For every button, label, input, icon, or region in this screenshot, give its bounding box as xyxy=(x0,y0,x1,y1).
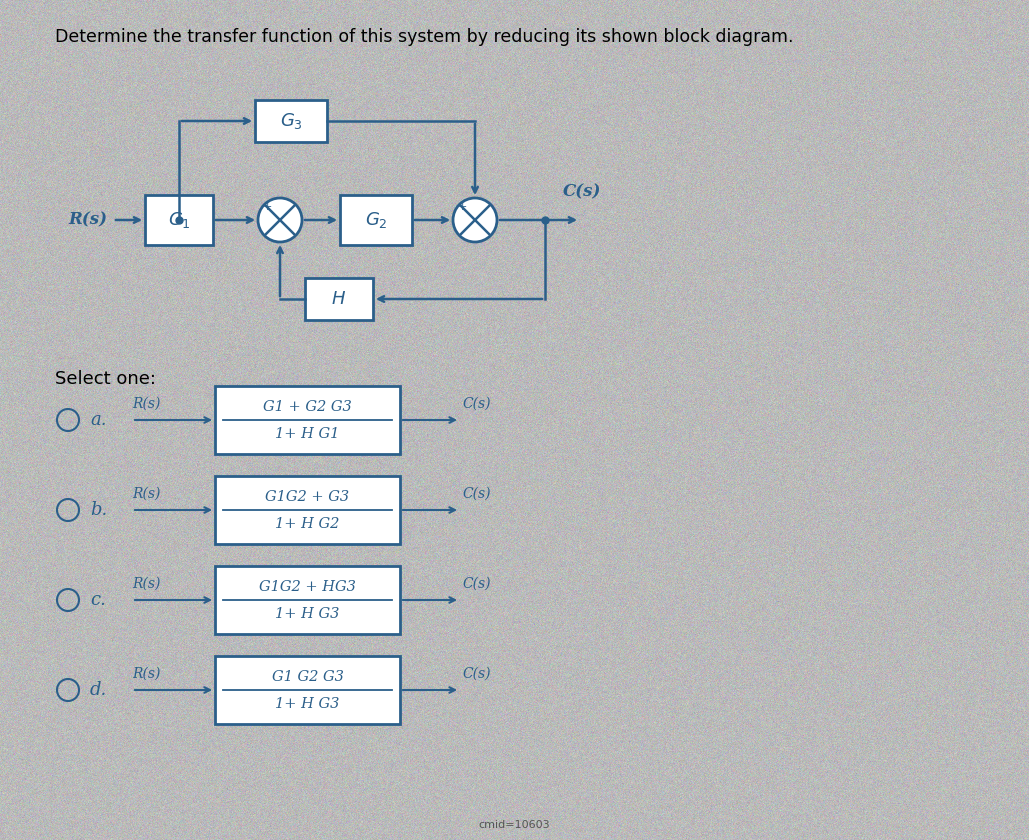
Text: 1+ H G3: 1+ H G3 xyxy=(276,697,340,711)
Text: Determine the transfer function of this system by reducing its shown block diagr: Determine the transfer function of this … xyxy=(55,28,793,46)
Text: Select one:: Select one: xyxy=(55,370,156,388)
Text: +: + xyxy=(458,202,467,212)
Text: 1+ H G1: 1+ H G1 xyxy=(276,427,340,441)
Bar xyxy=(215,656,400,724)
Text: $G_1$: $G_1$ xyxy=(168,210,190,230)
Text: d.: d. xyxy=(90,681,107,699)
Text: R(s): R(s) xyxy=(68,212,107,228)
Text: 1+ H G3: 1+ H G3 xyxy=(276,607,340,621)
Bar xyxy=(255,100,327,142)
Text: C(s): C(s) xyxy=(462,487,491,501)
Bar xyxy=(145,195,213,245)
Text: G1G2 + G3: G1G2 + G3 xyxy=(265,490,350,504)
Circle shape xyxy=(453,198,497,242)
Text: c.: c. xyxy=(90,591,106,609)
Text: G1G2 + HG3: G1G2 + HG3 xyxy=(259,580,356,594)
Bar xyxy=(215,386,400,454)
Text: C(s): C(s) xyxy=(462,397,491,411)
Bar xyxy=(215,566,400,634)
Text: a.: a. xyxy=(90,411,106,429)
Text: +: + xyxy=(263,202,273,212)
Text: cmid=10603: cmid=10603 xyxy=(478,820,549,830)
Bar xyxy=(305,278,372,320)
Circle shape xyxy=(258,198,301,242)
Text: G1 G2 G3: G1 G2 G3 xyxy=(272,670,344,684)
Text: R(s): R(s) xyxy=(132,487,161,501)
Text: $G_3$: $G_3$ xyxy=(280,111,303,131)
Text: C(s): C(s) xyxy=(563,183,601,201)
Text: $H$: $H$ xyxy=(331,290,347,308)
Text: G1 + G2 G3: G1 + G2 G3 xyxy=(263,400,352,414)
Text: C(s): C(s) xyxy=(462,577,491,591)
Text: C(s): C(s) xyxy=(462,667,491,681)
Text: 1+ H G2: 1+ H G2 xyxy=(276,517,340,531)
Text: R(s): R(s) xyxy=(132,577,161,591)
Text: R(s): R(s) xyxy=(132,667,161,681)
Bar xyxy=(215,476,400,544)
Text: R(s): R(s) xyxy=(132,397,161,411)
Text: $G_2$: $G_2$ xyxy=(364,210,387,230)
Bar xyxy=(340,195,412,245)
Text: b.: b. xyxy=(90,501,107,519)
